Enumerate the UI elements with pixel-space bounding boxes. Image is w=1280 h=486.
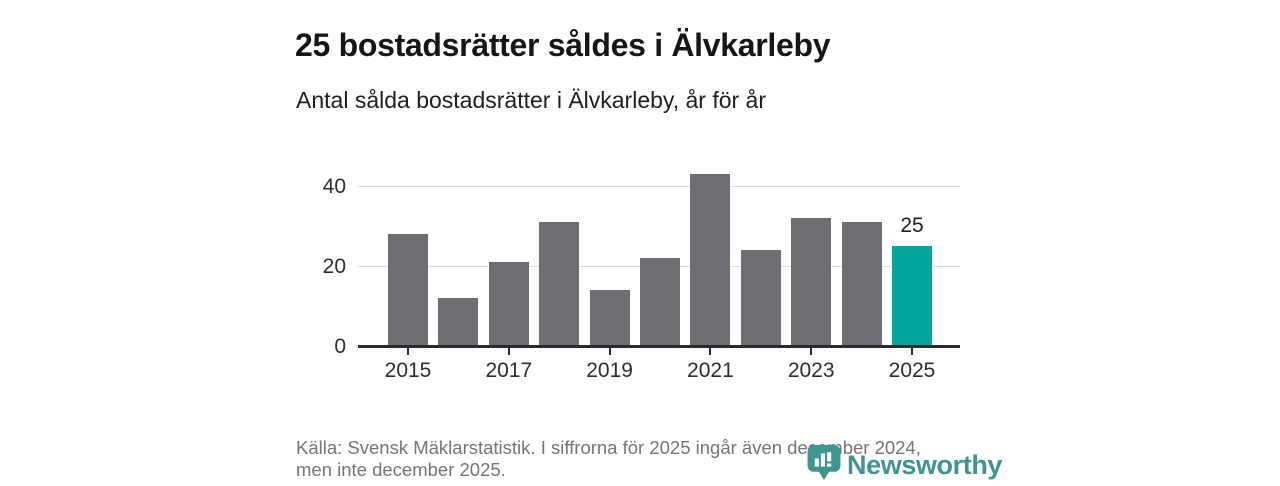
source-note-line-1: Källa: Svensk Mäklarstatistik. I siffror… — [296, 437, 921, 458]
x-axis-label-2021: 2021 — [687, 359, 734, 382]
y-axis-label-20: 20 — [322, 255, 346, 278]
y-axis-label-40: 40 — [322, 175, 346, 198]
x-axis-label-2019: 2019 — [586, 359, 633, 382]
bar-2016 — [438, 298, 479, 346]
x-tick-2019 — [608, 347, 611, 355]
source-note: Källa: Svensk Mäklarstatistik. I siffror… — [296, 437, 921, 480]
bar-2023 — [791, 218, 832, 346]
bar-2020 — [640, 258, 680, 346]
bar-2021 — [690, 174, 731, 346]
x-tick-2023 — [810, 347, 813, 355]
x-axis-label-2015: 2015 — [384, 359, 432, 382]
bar-value-label-2025: 25 — [900, 214, 924, 237]
bar-2024 — [841, 222, 882, 346]
x-axis-label-2025: 2025 — [888, 359, 936, 382]
gridline-y-40 — [358, 185, 960, 187]
x-axis-line — [358, 345, 960, 348]
x-axis-label-2017: 2017 — [485, 359, 533, 382]
x-tick-2021 — [709, 347, 712, 355]
bar-2019 — [589, 290, 630, 346]
newsworthy-pin-bar-chart-icon — [806, 444, 842, 486]
newsworthy-logo: Newsworthy — [806, 444, 1002, 486]
x-tick-2015 — [407, 347, 409, 355]
source-note-line-2: men inte december 2025. — [296, 458, 506, 480]
bar-2022 — [740, 250, 781, 346]
x-tick-2017 — [507, 347, 510, 355]
bar-2017 — [488, 262, 529, 346]
bar-2015 — [388, 234, 428, 346]
y-axis-label-0: 0 — [334, 335, 346, 358]
newsworthy-logo-text: Newsworthy — [847, 449, 1003, 480]
x-tick-2025 — [911, 347, 913, 355]
chart-subtitle: Antal sålda bostadsrätter i Älvkarleby, … — [296, 87, 767, 113]
x-axis-label-2023: 2023 — [787, 359, 835, 382]
bar-2025 — [892, 246, 932, 346]
bar-2018 — [539, 222, 580, 346]
chart-title: 25 bostadsrätter såldes i Älvkarleby — [295, 27, 831, 64]
